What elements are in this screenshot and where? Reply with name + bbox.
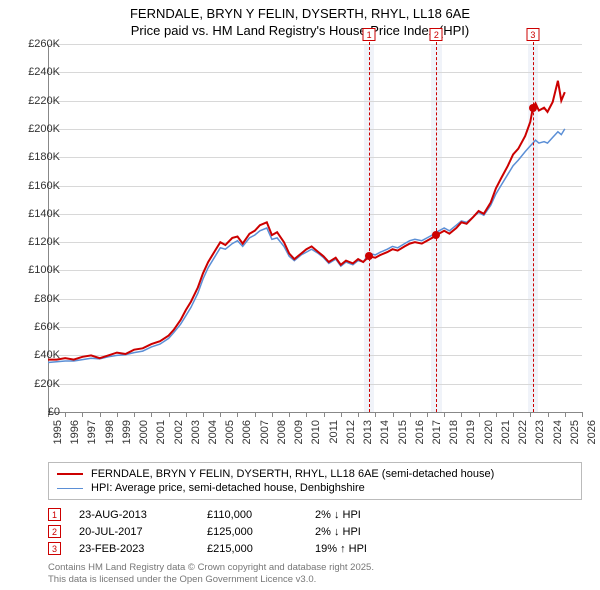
x-tick xyxy=(582,412,583,417)
x-tick-label: 2013 xyxy=(362,420,374,444)
x-tick-label: 2015 xyxy=(397,420,409,444)
series-hpi xyxy=(48,129,565,363)
x-tick-label: 2009 xyxy=(293,420,305,444)
y-tick-label: £200K xyxy=(16,123,60,135)
y-tick-label: £20K xyxy=(16,378,60,390)
legend-item: HPI: Average price, semi-detached house,… xyxy=(57,481,573,495)
x-tick-label: 1997 xyxy=(86,420,98,444)
x-tick-label: 2005 xyxy=(224,420,236,444)
x-tick-label: 2021 xyxy=(500,420,512,444)
marker-line xyxy=(436,42,437,412)
event-row: 1 23-AUG-2013 £110,000 2% ↓ HPI xyxy=(48,506,582,523)
event-delta: 2% ↓ HPI xyxy=(315,509,425,521)
x-tick-label: 1998 xyxy=(104,420,116,444)
x-tick-label: 2003 xyxy=(190,420,202,444)
event-delta: 19% ↑ HPI xyxy=(315,543,425,555)
x-tick-label: 2000 xyxy=(138,420,150,444)
y-tick-label: £80K xyxy=(16,293,60,305)
event-price: £215,000 xyxy=(207,543,297,555)
event-price: £125,000 xyxy=(207,526,297,538)
x-tick-label: 2006 xyxy=(241,420,253,444)
title-line-1: FERNDALE, BRYN Y FELIN, DYSERTH, RHYL, L… xyxy=(10,6,590,23)
x-tick-label: 2012 xyxy=(345,420,357,444)
x-tick-label: 1996 xyxy=(69,420,81,444)
x-tick-label: 2001 xyxy=(155,420,167,444)
event-marker-icon: 3 xyxy=(48,542,61,555)
legend-item: FERNDALE, BRYN Y FELIN, DYSERTH, RHYL, L… xyxy=(57,467,573,481)
legend-swatch xyxy=(57,488,83,489)
x-axis xyxy=(48,412,582,413)
marker-line xyxy=(369,42,370,412)
x-tick-label: 2007 xyxy=(259,420,271,444)
marker-dot-icon xyxy=(432,231,440,239)
event-date: 20-JUL-2017 xyxy=(79,526,189,538)
legend-label: FERNDALE, BRYN Y FELIN, DYSERTH, RHYL, L… xyxy=(91,468,494,480)
x-tick-label: 2002 xyxy=(173,420,185,444)
series-svg xyxy=(48,44,582,412)
x-tick-label: 2010 xyxy=(310,420,322,444)
footer-line: Contains HM Land Registry data © Crown c… xyxy=(48,562,582,574)
y-tick-label: £160K xyxy=(16,180,60,192)
marker-dot-icon xyxy=(529,104,537,112)
y-tick-label: £180K xyxy=(16,151,60,163)
chart-area: 123 xyxy=(48,44,582,412)
x-tick-label: 2017 xyxy=(431,420,443,444)
x-tick-label: 2018 xyxy=(448,420,460,444)
event-date: 23-AUG-2013 xyxy=(79,509,189,521)
marker-box-icon: 3 xyxy=(526,28,539,41)
x-tick-label: 1999 xyxy=(121,420,133,444)
x-tick-label: 2016 xyxy=(414,420,426,444)
legend-label: HPI: Average price, semi-detached house,… xyxy=(91,482,365,494)
x-tick-label: 2011 xyxy=(328,420,340,444)
x-tick-label: 2022 xyxy=(517,420,529,444)
event-date: 23-FEB-2023 xyxy=(79,543,189,555)
title-line-2: Price paid vs. HM Land Registry's House … xyxy=(10,23,590,40)
event-row: 3 23-FEB-2023 £215,000 19% ↑ HPI xyxy=(48,540,582,557)
x-tick-label: 2023 xyxy=(534,420,546,444)
x-tick-label: 2025 xyxy=(569,420,581,444)
footer: Contains HM Land Registry data © Crown c… xyxy=(48,562,582,586)
x-tick-label: 2019 xyxy=(465,420,477,444)
title-block: FERNDALE, BRYN Y FELIN, DYSERTH, RHYL, L… xyxy=(0,0,600,44)
y-tick-label: £140K xyxy=(16,208,60,220)
x-tick-label: 2014 xyxy=(379,420,391,444)
series-price_paid xyxy=(48,81,565,360)
x-tick-label: 1995 xyxy=(52,420,64,444)
legend-swatch xyxy=(57,473,83,475)
legend: FERNDALE, BRYN Y FELIN, DYSERTH, RHYL, L… xyxy=(48,462,582,500)
y-tick-label: £120K xyxy=(16,236,60,248)
x-tick-label: 2004 xyxy=(207,420,219,444)
chart-container: FERNDALE, BRYN Y FELIN, DYSERTH, RHYL, L… xyxy=(0,0,600,590)
event-marker-icon: 2 xyxy=(48,525,61,538)
marker-dot-icon xyxy=(365,252,373,260)
x-tick-label: 2026 xyxy=(586,420,598,444)
marker-box-icon: 2 xyxy=(430,28,443,41)
y-tick-label: £220K xyxy=(16,95,60,107)
plot-region: 123 xyxy=(48,44,582,412)
event-price: £110,000 xyxy=(207,509,297,521)
event-marker-icon: 1 xyxy=(48,508,61,521)
y-tick-label: £60K xyxy=(16,321,60,333)
y-tick-label: £240K xyxy=(16,66,60,78)
x-tick-label: 2024 xyxy=(552,420,564,444)
marker-box-icon: 1 xyxy=(363,28,376,41)
y-tick-label: £260K xyxy=(16,38,60,50)
y-tick-label: £100K xyxy=(16,264,60,276)
x-tick-label: 2020 xyxy=(483,420,495,444)
y-tick-label: £40K xyxy=(16,349,60,361)
event-row: 2 20-JUL-2017 £125,000 2% ↓ HPI xyxy=(48,523,582,540)
event-delta: 2% ↓ HPI xyxy=(315,526,425,538)
event-table: 1 23-AUG-2013 £110,000 2% ↓ HPI 2 20-JUL… xyxy=(48,506,582,557)
x-tick-label: 2008 xyxy=(276,420,288,444)
marker-line xyxy=(533,42,534,412)
footer-line: This data is licensed under the Open Gov… xyxy=(48,574,582,586)
